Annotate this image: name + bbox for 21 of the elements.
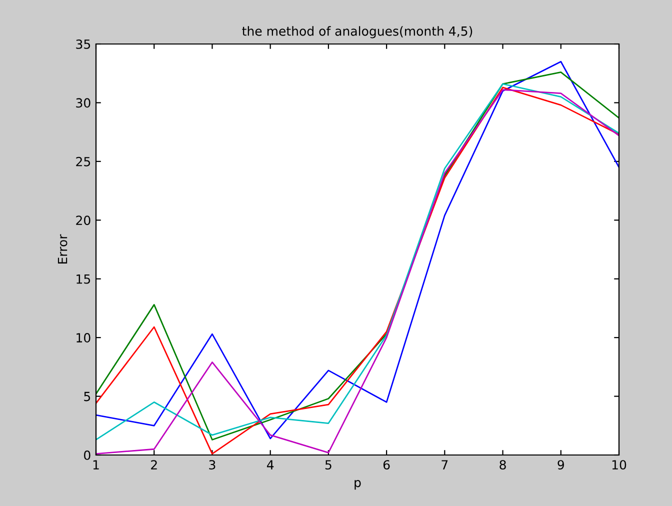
x-tick-label: 1: [93, 460, 99, 470]
y-tick-label: 0: [84, 450, 90, 460]
chart-title: the method of analogues(month 4,5): [242, 26, 472, 38]
x-tick-label: 2: [151, 460, 157, 470]
x-tick-label: 8: [500, 460, 506, 470]
x-tick-label: 9: [558, 460, 564, 470]
x-tick-label: 10: [612, 460, 626, 470]
x-tick-label: 7: [442, 460, 448, 470]
y-tick-label: 5: [84, 392, 90, 402]
x-axis-title: p: [354, 480, 361, 490]
y-tick-label: 20: [76, 216, 90, 226]
y-axis-title: Error: [58, 234, 68, 264]
y-tick-label: 35: [76, 39, 90, 49]
x-tick-label: 6: [383, 460, 390, 470]
x-tick-label: 3: [209, 460, 216, 470]
x-tick-label: 4: [266, 460, 274, 470]
x-tick-label: 5: [325, 460, 332, 470]
y-tick-label: 10: [76, 333, 90, 342]
y-tick-label: 25: [76, 156, 90, 166]
y-tick-label: 30: [76, 98, 90, 108]
y-tick-label: 15: [76, 274, 90, 284]
